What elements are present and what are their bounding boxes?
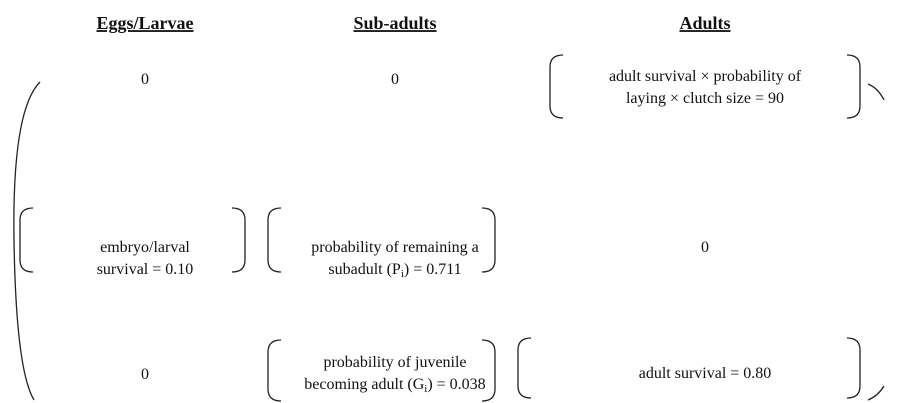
cell-text: survival = 0.10 [97,261,194,278]
bracket-right [846,337,861,399]
text-segment: 0 [141,366,149,383]
subscript: i [401,268,404,280]
text-segment: subadult (P [328,261,401,278]
cell-text: 0 [141,71,149,88]
left-parenthesis [13,81,41,401]
bracket-left [549,54,564,119]
cell-text: becoming adult (Gi) = 0.038 [304,376,485,395]
cell-text: probability of remaining a [311,239,479,256]
text-segment: adult survival = 0.80 [639,365,772,382]
text-segment: embryo/larval [100,239,190,256]
text-segment: probability of juvenile [323,354,466,371]
text-segment: survival = 0.10 [97,261,194,278]
cell-text: 0 [701,239,709,256]
column-header: Eggs/Larvae [97,13,194,33]
cell-text: 0 [141,366,149,383]
bracket-right [481,339,496,402]
cell-text: laying × clutch size = 90 [626,90,784,107]
subscript: i [424,383,427,395]
text-segment: laying × clutch size = 90 [626,90,784,107]
bracket-left [267,339,282,402]
right-parenthesis-bottom [867,385,885,401]
text-segment: 0 [391,71,399,88]
cell-text: adult survival × probability of [609,68,802,85]
bracket-left [267,207,282,273]
right-parenthesis-top [867,83,885,101]
bracket-left [19,207,34,273]
cell-text: embryo/larval [100,239,190,256]
text-segment: ) = 0.711 [404,261,462,278]
bracket-left [517,337,532,399]
cell-text: adult survival = 0.80 [639,365,772,382]
text-segment: adult survival × probability of [609,68,802,85]
text-segment: becoming adult (G [304,376,424,393]
column-header: Sub-adults [353,13,436,33]
column-header: Adults [679,13,730,33]
bracket-right [846,54,861,119]
bracket-right [231,207,246,273]
text-segment: 0 [701,239,709,256]
text-segment: ) = 0.038 [427,376,485,393]
bracket-right [481,207,496,273]
cell-text: probability of juvenile [323,354,466,371]
cell-text: subadult (Pi) = 0.711 [328,261,461,280]
cell-text: 0 [391,71,399,88]
text-segment: 0 [141,71,149,88]
text-segment: probability of remaining a [311,239,479,256]
